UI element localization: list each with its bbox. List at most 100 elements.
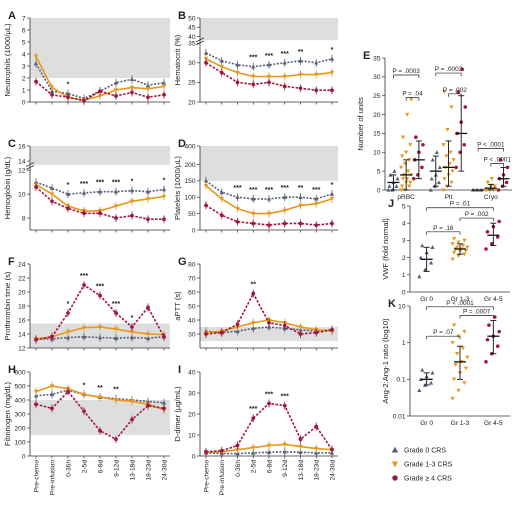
y-axis-label: Hematocrit (%) [173,34,182,85]
data-point-g13 [489,177,494,181]
data-point-g0 [417,388,422,393]
data-point-g13 [491,188,496,193]
data-point-g45 [146,305,150,310]
data-point-g13 [460,346,466,351]
data-point-g45 [282,323,287,328]
data-point-g13 [81,325,87,330]
data-point-g45 [66,311,70,315]
y-tick-label: 7 [22,15,26,22]
data-point-g13 [203,184,209,188]
significance-marker: * [67,82,70,89]
p-value-label: P = .16 [433,225,454,232]
y-tick-label: 2 [22,75,26,82]
data-point-g45 [485,230,490,234]
data-point-g13 [401,135,406,140]
data-point-g13 [33,54,39,59]
y-tick-label: 45 [188,25,196,32]
data-point-g45 [204,60,208,65]
data-point-g45 [162,334,166,339]
data-point-g13 [400,184,405,189]
data-point-g45 [219,448,224,453]
data-point-g0 [203,50,209,55]
data-point-g13 [465,355,470,360]
axis-break [195,40,205,46]
data-point-g13 [65,330,71,335]
data-point-g13 [401,177,406,181]
legend-label: Grade 0 CRS [404,448,446,455]
significance-marker: *** [249,187,257,194]
panel-label: A [8,10,16,22]
y-tick-label: 1 [402,272,406,279]
legend-label: Grade 1-3 CRS [404,462,453,469]
data-point-g13 [405,112,410,117]
data-point-g45 [204,449,208,454]
data-point-g13 [145,87,151,91]
y-axis-label: Neutrophils (1000/μL) [3,23,12,97]
data-point-g45 [298,437,303,442]
data-point-g45 [114,437,118,442]
data-point-g13 [452,250,457,255]
data-point-g13 [463,366,468,371]
panel-label: F [8,256,15,268]
data-point-g0 [81,190,87,195]
data-point-g45 [219,213,224,218]
significance-marker: * [83,382,86,389]
y-tick-label: 10 [18,191,26,198]
significance-bracket [405,97,420,101]
x-tick-label: 24-30d [161,460,168,481]
data-point-g13 [298,325,303,330]
significance-marker: *** [112,301,120,308]
significance-marker: *** [112,180,120,187]
y-tick-label: 0 [22,453,26,460]
data-point-g13 [442,177,447,181]
data-point-g0 [428,260,434,265]
data-point-g45 [146,403,150,408]
data-point-g45 [487,323,491,327]
data-point-g45 [114,94,118,98]
data-point-g45 [330,221,334,226]
data-point-g0 [161,187,167,192]
y-axis-label: Ang-2:Ang-1 ratio (log10) [381,318,390,404]
data-point-g0 [145,189,151,194]
data-point-g0 [113,80,119,85]
data-point-g13 [484,188,489,193]
data-point-g0 [420,367,425,372]
y-tick-label: 5 [377,168,381,175]
data-point-g13 [485,180,490,185]
y-axis-label: Hemoglobin (g/dL) [3,156,12,219]
data-point-g13 [314,446,319,451]
data-point-g13 [454,352,460,356]
data-point-g45 [98,89,102,94]
legend-marker [391,446,399,453]
significance-marker: *** [281,185,289,192]
y-axis-label: D-dimer (μg/mL) [173,386,182,442]
y-axis-label: Number of units [356,97,365,151]
y-axis-label: VWF (fold normal) [381,218,390,280]
p-value-label: P = .0007 [463,309,491,316]
normal-range-band [30,146,170,165]
data-point-g13 [129,199,135,204]
x-tick-label: Gr 4-5 [484,296,503,303]
data-point-g13 [452,377,457,382]
y-tick-label: 50 [188,303,196,310]
significance-marker: ** [97,385,103,392]
data-point-g13 [129,330,135,335]
data-point-g13 [462,381,467,385]
data-point-g45 [130,213,134,218]
data-point-g45 [66,95,70,100]
data-point-g45 [114,311,118,315]
data-point-g0 [282,195,287,199]
data-point-g0 [395,176,400,181]
data-point-g45 [204,203,208,208]
significance-bracket [426,207,494,211]
x-tick-label: Gr 0 [420,296,433,303]
data-point-g0 [251,64,256,69]
data-point-g13 [219,64,224,69]
data-point-g13 [449,105,454,110]
y-tick-label: 40 [188,317,196,324]
y-tick-label: 1 [402,340,406,347]
x-tick-label: 2-5d [251,460,258,474]
y-tick-label: 0.1 [396,377,405,384]
data-point-g13 [453,363,458,367]
